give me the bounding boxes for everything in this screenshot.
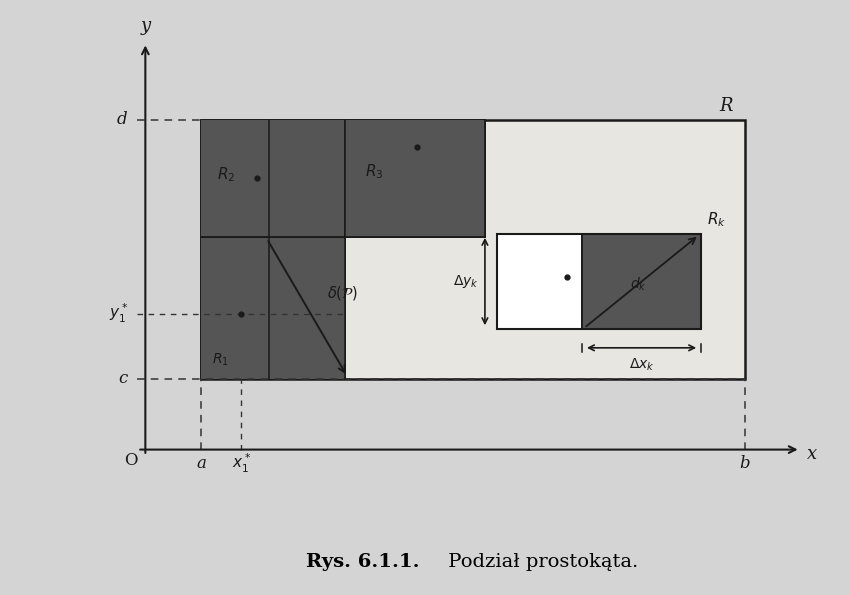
Text: $x_1^*$: $x_1^*$: [231, 452, 251, 475]
Text: $R_k$: $R_k$: [707, 210, 726, 229]
Text: $y_1^*$: $y_1^*$: [109, 302, 127, 325]
Bar: [497, 234, 700, 329]
Text: $R_2$: $R_2$: [218, 166, 235, 184]
Bar: [345, 120, 484, 237]
Text: $R_1$: $R_1$: [212, 351, 229, 368]
Bar: [201, 237, 345, 378]
Text: $d_k$: $d_k$: [631, 275, 647, 293]
Text: $R_3$: $R_3$: [366, 162, 383, 181]
Bar: [201, 120, 345, 237]
Bar: [201, 237, 345, 378]
Text: Podział prostokąta.: Podział prostokąta.: [442, 553, 638, 571]
Text: x: x: [807, 445, 817, 463]
Text: $\delta(\mathcal{P})$: $\delta(\mathcal{P})$: [327, 284, 358, 302]
Bar: [497, 234, 582, 329]
Bar: [201, 120, 745, 378]
Text: b: b: [740, 455, 750, 472]
Text: $\Delta y_k$: $\Delta y_k$: [453, 273, 479, 290]
Text: y: y: [140, 17, 150, 35]
Text: $\Delta x_k$: $\Delta x_k$: [629, 357, 654, 374]
Text: a: a: [196, 455, 207, 472]
Text: d: d: [117, 111, 128, 128]
Bar: [345, 120, 484, 237]
Bar: [582, 234, 700, 329]
Text: Rys. 6.1.1.: Rys. 6.1.1.: [306, 553, 420, 571]
Bar: [582, 234, 700, 329]
Text: R: R: [719, 96, 733, 115]
Text: c: c: [118, 370, 127, 387]
Text: O: O: [124, 452, 138, 469]
Bar: [201, 120, 345, 237]
